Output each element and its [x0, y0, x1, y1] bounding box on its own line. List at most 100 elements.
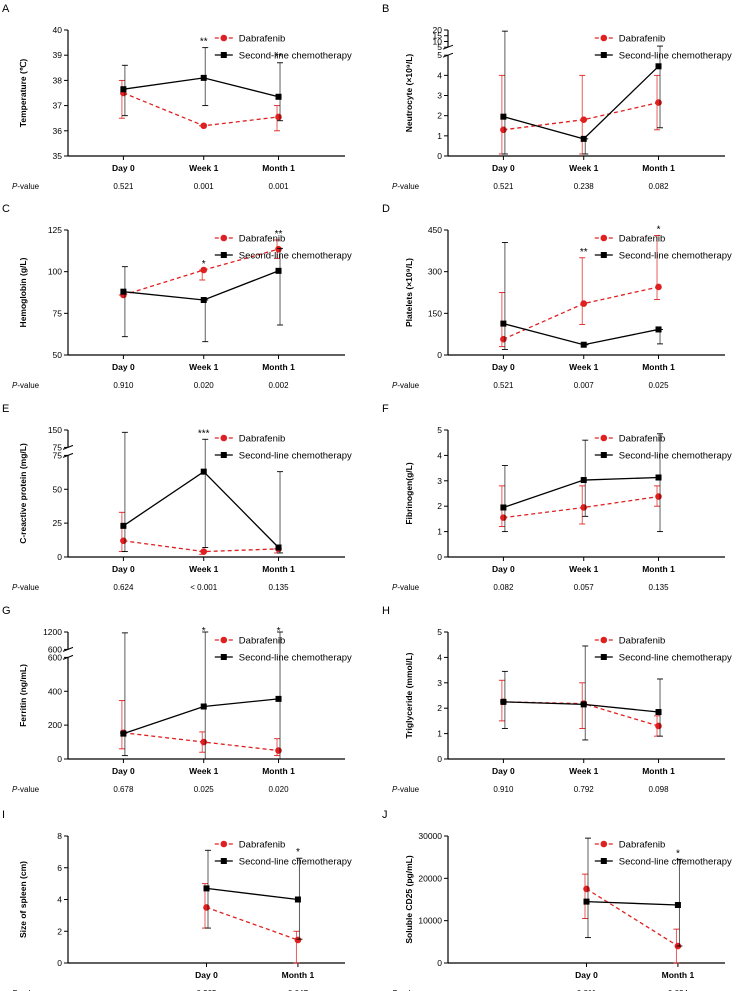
panel-letter: E [2, 403, 9, 415]
x-tick-label: Month 1 [642, 163, 675, 173]
series-dabrafenib [118, 239, 282, 299]
p-value: 0.678 [113, 785, 134, 794]
p-value-label-italic: P [12, 989, 18, 991]
y-axis-label: Soluble CD25 (pg/mL) [404, 855, 414, 943]
x-tick-label: Week 1 [569, 564, 598, 574]
series-dabrafenib [118, 511, 282, 555]
legend-label-chemotherapy: Second-line chemotherapy [619, 857, 732, 868]
x-tick-label: Week 1 [189, 362, 218, 372]
y-tick-label: 10 [433, 36, 443, 46]
data-point [655, 99, 662, 106]
y-tick-label: 100 [48, 267, 62, 277]
p-value-label-rest: -value [397, 989, 419, 991]
x-tick-label: Month 1 [642, 766, 675, 776]
y-tick-label: 0 [437, 552, 442, 562]
data-point [500, 698, 507, 705]
series-chemotherapy [120, 247, 284, 343]
data-point [200, 122, 208, 130]
x-tick-label: Month 1 [642, 564, 675, 574]
y-tick-label: 75 [53, 442, 63, 452]
y-axis-label: Fibrinogen(g/L) [404, 462, 414, 524]
y-tick-label: 15 [433, 31, 443, 41]
y-tick-label: 300 [428, 267, 442, 277]
significance-marker: ** [580, 247, 588, 258]
legend: Dabrafenib Second-line chemotherapy [594, 234, 732, 262]
p-value-label-italic: P [12, 583, 18, 592]
data-point [500, 320, 507, 327]
data-point [275, 544, 282, 551]
legend-label-chemotherapy: Second-line chemotherapy [619, 653, 732, 664]
data-point [203, 885, 210, 892]
data-point [580, 477, 587, 484]
p-value-label-rest: -value [397, 182, 419, 191]
y-tick-label: 1 [437, 729, 442, 739]
x-tick-label: Day 0 [492, 766, 515, 776]
y-tick-label: 150 [428, 308, 442, 318]
y-tick-label: 4 [437, 70, 442, 80]
p-value-label-rest: -value [17, 583, 39, 592]
p-value: 0.910 [113, 381, 134, 390]
y-tick-label: 4 [57, 895, 62, 905]
legend-label-dabrafenib: Dabrafenib [239, 234, 285, 245]
p-value: 0.047 [288, 989, 309, 991]
data-point [200, 468, 207, 475]
legend-marker-chemotherapy [600, 52, 607, 58]
data-point [655, 493, 662, 500]
p-value: 0.135 [269, 583, 290, 592]
y-tick-label: 35 [53, 151, 63, 161]
data-point [583, 885, 590, 893]
y-axis-label: C-reactive protein (mg/L) [18, 443, 28, 544]
p-value-label: P-value [12, 583, 40, 592]
data-point [120, 86, 127, 93]
p-value: 0.521 [493, 182, 514, 191]
x-tick-label: Month 1 [262, 163, 295, 173]
y-tick-label: 37 [53, 101, 63, 111]
legend: Dabrafenib Second-line chemotherapy [214, 840, 352, 868]
series-line [503, 322, 659, 346]
x-tick-label: Month 1 [262, 564, 295, 574]
p-value: 0.238 [574, 182, 595, 191]
legend-marker-dabrafenib [220, 636, 228, 644]
data-point [203, 904, 210, 911]
y-tick-label: 400 [48, 686, 62, 696]
y-tick-label: 0 [57, 552, 62, 562]
data-point [200, 548, 208, 555]
legend-marker-dabrafenib [220, 34, 228, 42]
p-value: 0.521 [493, 381, 514, 390]
series-chemotherapy [500, 30, 664, 155]
legend-marker-chemotherapy [220, 452, 227, 458]
significance-marker: ** [275, 52, 283, 63]
data-point [655, 722, 662, 730]
panel-letter: G [2, 605, 11, 617]
panel-a: A 35 36 37 38 39 40 Temperature (℃) Day 0 0.521 We… [2, 3, 352, 191]
x-tick-label: Day 0 [112, 362, 135, 372]
data-point [200, 738, 208, 746]
y-tick-label: 5 [437, 627, 442, 637]
p-value: 0.020 [269, 785, 290, 794]
y-tick-label: 75 [53, 308, 63, 318]
series-line [123, 92, 279, 127]
y-tick-label: 3 [437, 476, 442, 486]
p-value: 0.624 [113, 583, 134, 592]
y-tick-label: 5 [437, 425, 442, 435]
x-tick-label: Month 1 [282, 970, 315, 980]
p-value-label-rest: -value [397, 583, 419, 592]
y-tick-label: 8 [57, 831, 62, 841]
y-tick-label: 0 [57, 958, 62, 968]
p-value-label-italic: P [392, 989, 398, 991]
significance-marker: * [202, 259, 206, 270]
legend: Dabrafenib Second-line chemotherapy [214, 434, 352, 462]
series-line [586, 888, 679, 947]
p-value: 0.082 [493, 583, 514, 592]
significance-marker: * [202, 626, 206, 637]
y-axis-label: Size of spleen (cm) [18, 861, 28, 938]
p-value: 0.521 [113, 182, 134, 191]
series-chemotherapy [500, 433, 664, 533]
y-tick-label: 3 [437, 91, 442, 101]
x-tick-label: Week 1 [569, 362, 598, 372]
significance-marker: * [657, 225, 661, 236]
series-chemotherapy [203, 849, 303, 940]
y-tick-label: 125 [48, 225, 62, 235]
y-tick-label: 1 [437, 131, 442, 141]
